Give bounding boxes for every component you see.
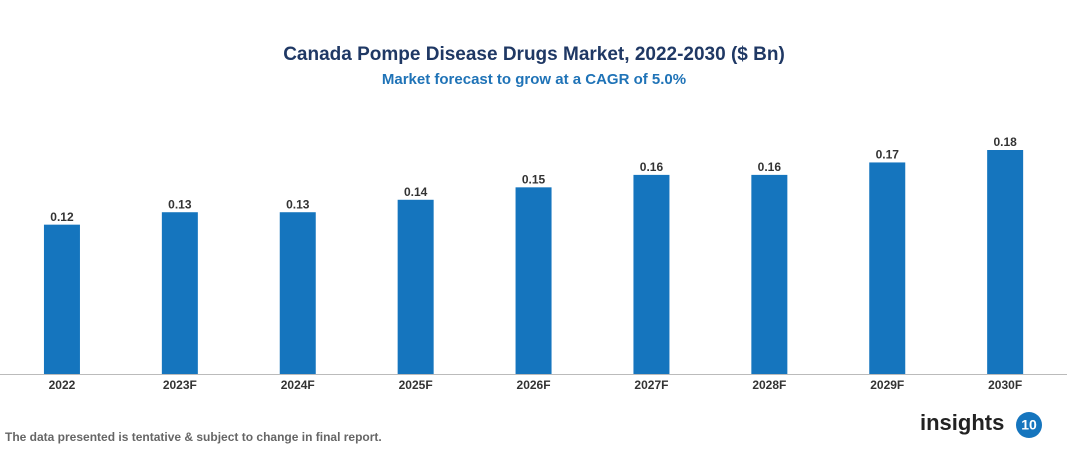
bar: [751, 174, 788, 374]
x-tick-label: 2025F: [399, 378, 433, 392]
bar: [515, 187, 552, 374]
chart-title: Canada Pompe Disease Drugs Market, 2022-…: [283, 44, 785, 65]
value-label: 0.13: [286, 197, 310, 211]
chart-subtitle: Market forecast to grow at a CAGR of 5.0…: [382, 71, 686, 88]
value-label: 0.16: [640, 160, 664, 174]
footnote: The data presented is tentative & subjec…: [5, 430, 382, 444]
bar: [869, 162, 906, 374]
value-label: 0.17: [876, 148, 900, 162]
x-tick-label: 2023F: [163, 378, 197, 392]
value-label: 0.12: [50, 210, 74, 224]
value-label: 0.14: [404, 185, 428, 199]
value-label: 0.16: [758, 160, 782, 174]
value-label: 0.15: [522, 173, 546, 187]
x-tick-label: 2030F: [988, 378, 1022, 392]
x-tick-label: 2026F: [517, 378, 551, 392]
bar: [987, 150, 1024, 374]
bar: [633, 174, 670, 374]
x-tick-label: 2022: [49, 378, 76, 392]
x-tick-label: 2024F: [281, 378, 315, 392]
value-label: 0.18: [993, 135, 1017, 149]
bar: [43, 224, 80, 374]
x-tick-label: 2028F: [752, 378, 786, 392]
bar: [397, 199, 434, 374]
x-tick-label: 2027F: [634, 378, 668, 392]
x-tick-label: 2029F: [870, 378, 904, 392]
bar: [279, 212, 316, 374]
logo-text: insights: [920, 410, 1004, 435]
bar: [161, 212, 198, 374]
value-label: 0.13: [168, 197, 192, 211]
logo-badge: [1016, 412, 1042, 438]
logo-badge-text: 10: [1021, 417, 1037, 433]
